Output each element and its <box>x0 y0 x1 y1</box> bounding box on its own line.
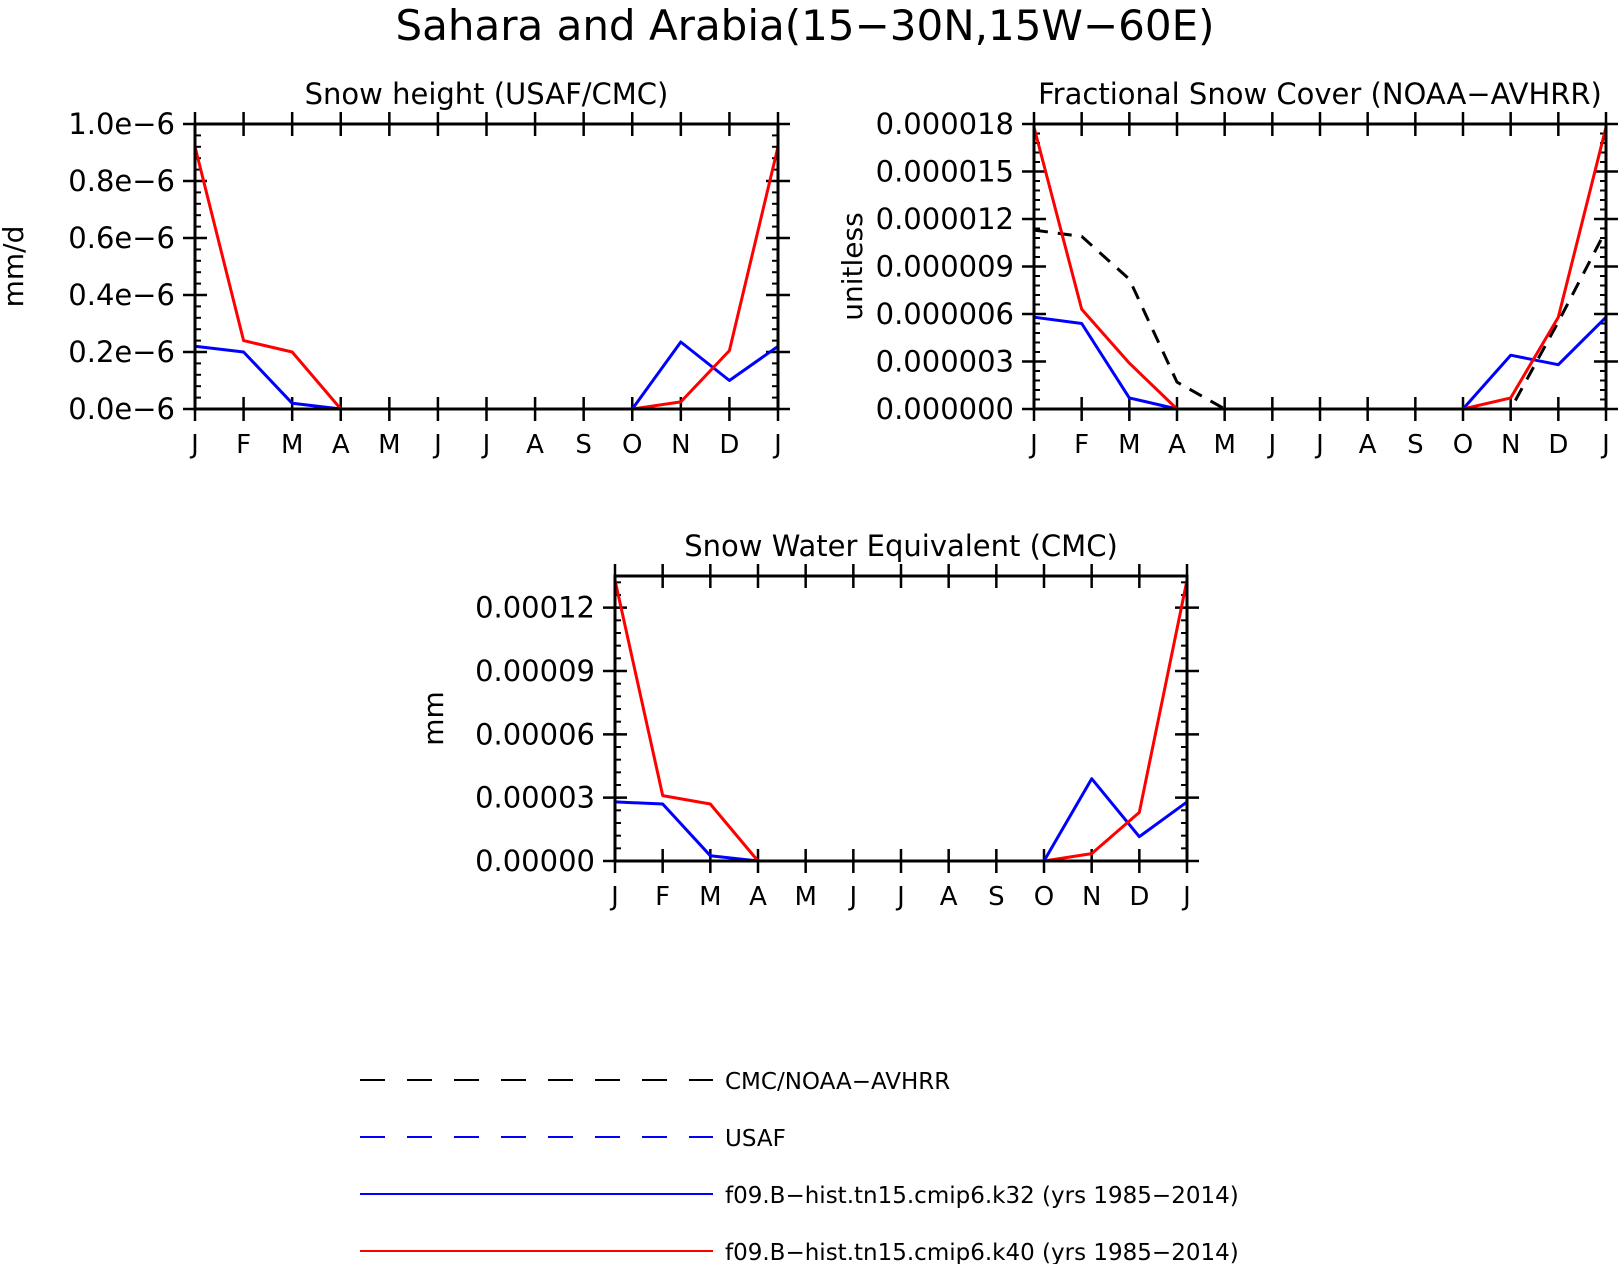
series-line-2 <box>1033 315 1608 411</box>
x-tick-label: J <box>609 882 619 912</box>
series-line-3 <box>193 146 780 411</box>
x-tick-label: M <box>1213 430 1235 460</box>
y-tick-label: 0.8e−6 <box>68 164 175 198</box>
x-tick-label: A <box>1359 430 1377 460</box>
x-tick-label: F <box>655 882 670 912</box>
y-tick-label: 0.4e−6 <box>68 278 175 312</box>
y-tick-label: 0.0e−6 <box>68 392 175 426</box>
x-tick-label: D <box>1548 430 1568 460</box>
x-tick-label: F <box>236 430 251 460</box>
x-tick-label: O <box>1453 430 1473 460</box>
x-tick-label: A <box>1168 430 1186 460</box>
x-tick-label: J <box>772 430 782 460</box>
panel-title: Snow height (USAF/CMC) <box>305 77 669 111</box>
figure-title: Sahara and Arabia(15−30N,15W−60E) <box>395 1 1214 50</box>
legend-label: USAF <box>725 1126 786 1152</box>
x-tick-label: S <box>575 430 592 460</box>
y-ticks: 0.00000 0.00003 0.00006 0.00009 0.00012 <box>475 581 1199 878</box>
x-tick-label: M <box>281 430 303 460</box>
y-tick-label: 0.000006 <box>876 297 1014 331</box>
x-tick-label: M <box>794 882 816 912</box>
x-tick-label: A <box>526 430 544 460</box>
y-tick-label: 0.000009 <box>876 250 1014 284</box>
x-tick-label: N <box>1501 430 1520 460</box>
legend-item: f09.B−hist.tn15.cmip6.k40 (yrs 1985−2014… <box>360 1240 1239 1264</box>
legend-label: f09.B−hist.tn15.cmip6.k32 (yrs 1985−2014… <box>725 1183 1239 1209</box>
x-tick-label: A <box>332 430 350 460</box>
plot-frame <box>613 574 1189 863</box>
x-tick-label: M <box>378 430 400 460</box>
x-tick-label: D <box>719 430 739 460</box>
y-tick-label: 0.2e−6 <box>68 335 175 369</box>
x-tick-label: J <box>895 882 905 912</box>
x-tick-label: N <box>1082 882 1101 912</box>
x-tick-label: O <box>622 430 642 460</box>
legend-label: f09.B−hist.tn15.cmip6.k40 (yrs 1985−2014… <box>725 1240 1239 1264</box>
x-tick-label: J <box>1028 430 1038 460</box>
plot-frame <box>1032 122 1608 411</box>
legend-item: f09.B−hist.tn15.cmip6.k32 (yrs 1985−2014… <box>360 1183 1239 1209</box>
x-tick-label: J <box>847 882 857 912</box>
y-tick-label: 0.000012 <box>876 202 1014 236</box>
x-tick-label: J <box>1181 882 1191 912</box>
x-tick-label: J <box>1266 430 1276 460</box>
y-tick-label: 0.00009 <box>475 654 595 688</box>
x-tick-label: J <box>432 430 442 460</box>
y-axis-label: unitless <box>836 212 869 320</box>
series-line-3 <box>613 579 1189 863</box>
y-ticks: 0.000000 0.000003 0.000006 0.000009 0.000012… <box>876 107 1618 426</box>
chart-panel-2: Fractional Snow Cover (NOAA−AVHRR) unitle… <box>836 77 1618 460</box>
x-tick-label: M <box>699 882 721 912</box>
series-line-2 <box>614 777 1188 863</box>
legend-item: USAF <box>360 1126 786 1152</box>
y-axis-label: mm <box>417 691 450 746</box>
legend-label: CMC/NOAA−AVHRR <box>725 1069 950 1095</box>
x-tick-label: A <box>940 882 958 912</box>
x-tick-label: M <box>1118 430 1140 460</box>
x-tick-label: F <box>1074 430 1089 460</box>
y-tick-label: 0.00006 <box>475 717 595 751</box>
x-tick-label: N <box>671 430 690 460</box>
y-tick-label: 0.000003 <box>876 345 1014 379</box>
y-axis-label: mm/d <box>0 226 30 308</box>
x-tick-label: J <box>1314 430 1324 460</box>
x-tick-label: S <box>1407 430 1424 460</box>
y-tick-label: 0.6e−6 <box>68 221 175 255</box>
y-ticks: 0.0e−6 0.2e−6 0.4e−6 0.6e−6 0.8e−6 1.0e−6 <box>68 107 790 426</box>
x-tick-label: J <box>481 430 491 460</box>
x-tick-label: D <box>1129 882 1149 912</box>
x-tick-label: J <box>1600 430 1610 460</box>
y-tick-label: 0.00003 <box>475 781 595 815</box>
panel-title: Snow Water Equivalent (CMC) <box>684 529 1118 563</box>
y-tick-label: 0.00012 <box>475 591 595 625</box>
x-tick-label: A <box>749 882 767 912</box>
plot-frame <box>193 122 780 411</box>
x-tick-label: O <box>1034 882 1054 912</box>
y-tick-label: 0.000015 <box>876 155 1014 189</box>
x-tick-label: J <box>189 430 199 460</box>
y-tick-label: 1.0e−6 <box>68 107 175 141</box>
legend: CMC/NOAA−AVHRR USAF f09.B−hist.tn15.cmip6.… <box>360 1069 1239 1264</box>
legend-item: CMC/NOAA−AVHRR <box>360 1069 950 1095</box>
panel-title: Fractional Snow Cover (NOAA−AVHRR) <box>1038 77 1602 111</box>
chart-panel-3: Snow Water Equivalent (CMC)mmJ F M A M J J A S O N… <box>417 529 1199 912</box>
y-tick-label: 0.000000 <box>876 392 1014 426</box>
chart-panel-1: Snow height (USAF/CMC)mm/dJ F M A M J J A S O N D J0… <box>0 77 790 460</box>
chart-panels: Snow height (USAF/CMC)mm/dJ F M A M J J A S O N D J0… <box>0 77 1618 912</box>
x-tick-label: S <box>988 882 1005 912</box>
y-tick-label: 0.000018 <box>876 107 1014 141</box>
series-line-3 <box>1032 126 1608 411</box>
y-tick-label: 0.00000 <box>475 844 595 878</box>
